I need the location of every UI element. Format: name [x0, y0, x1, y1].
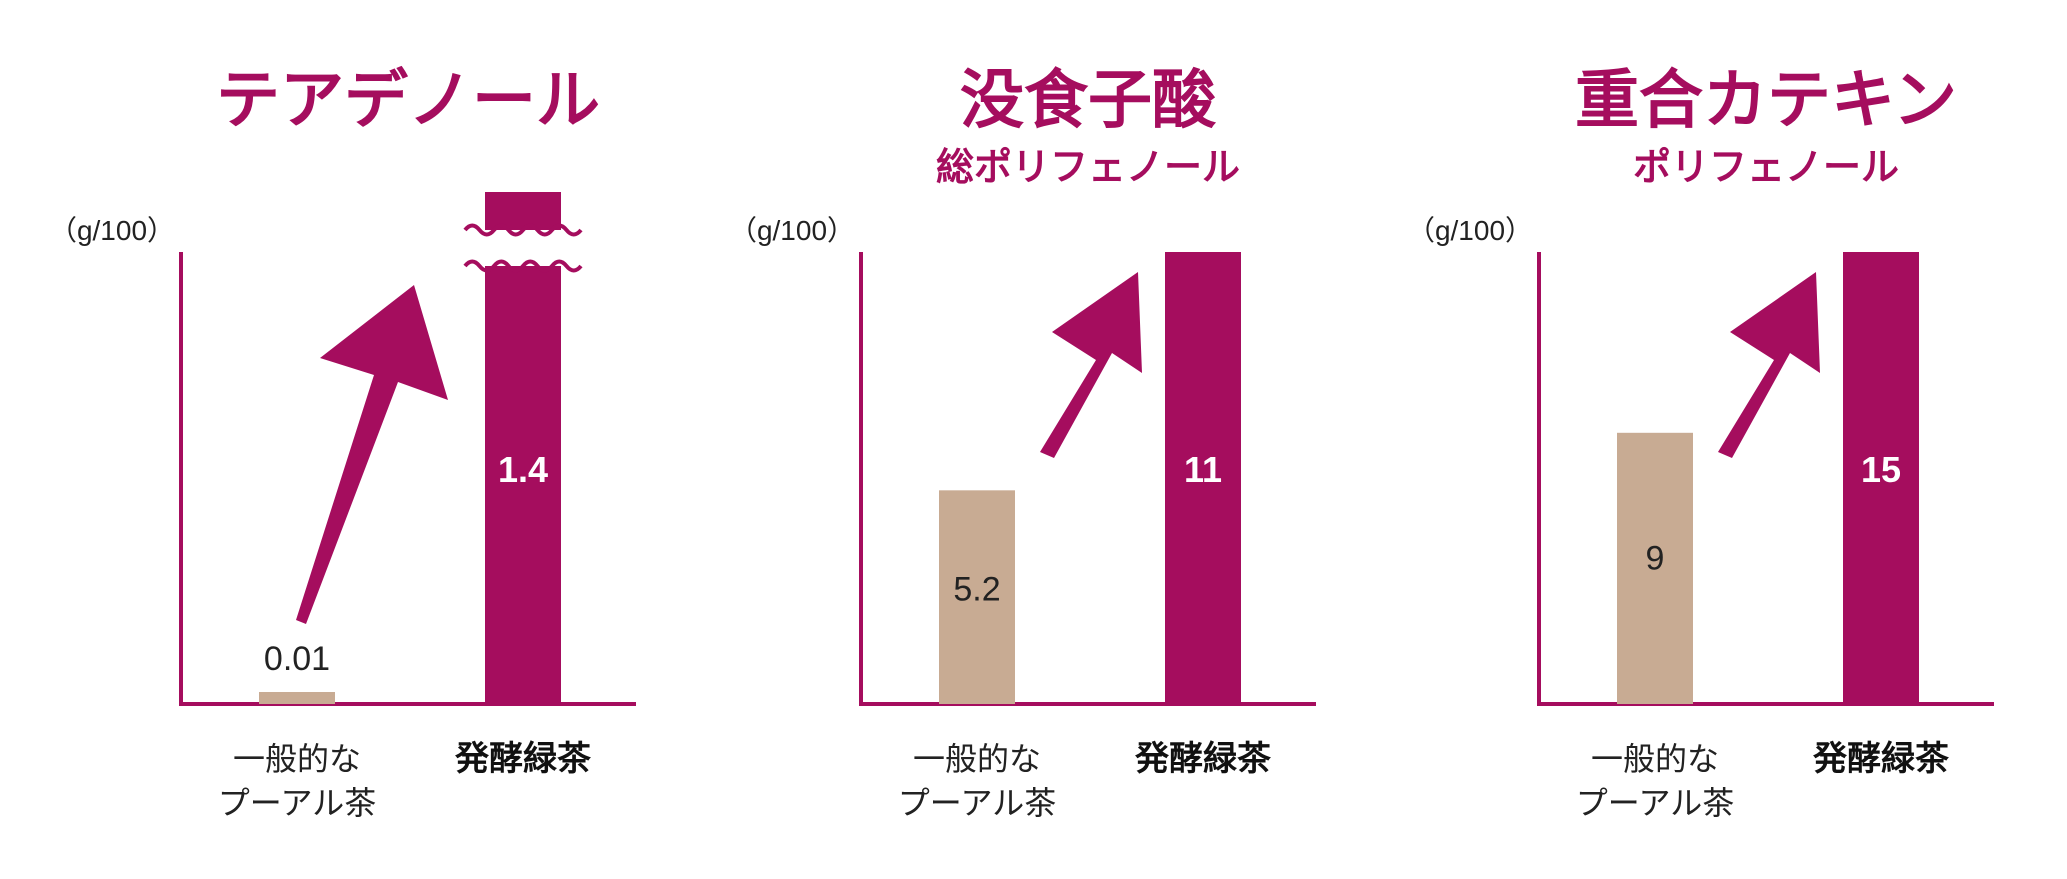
x-category-label-general: プーアル茶 [898, 784, 1056, 822]
x-category-label-general: 一般的な [1591, 740, 1719, 778]
value-label-general: 0.01 [264, 640, 330, 678]
y-axis-unit-label: （g/100） [1407, 215, 1533, 246]
value-label-fermented: 11 [1184, 449, 1222, 490]
axis-break-wave-top [463, 223, 583, 237]
x-category-label-general: 一般的な [913, 740, 1041, 778]
y-axis-unit-label: （g/100） [49, 215, 175, 246]
x-category-label-general: プーアル茶 [1576, 784, 1734, 822]
value-label-fermented: 1.4 [498, 449, 548, 490]
x-category-label-general: 一般的な [233, 740, 361, 778]
x-category-label-fermented: 発酵緑茶 [1813, 739, 1950, 779]
bar-general-pu-erh [939, 490, 1015, 704]
chart-title: 重合カテキン [1575, 64, 1957, 138]
chart-title: テアデノール [216, 64, 600, 138]
chart-title: 没食子酸 [960, 64, 1217, 138]
bar-general-pu-erh [259, 692, 335, 704]
x-category-label-fermented: 発酵緑茶 [1135, 739, 1272, 779]
y-axis-unit-label: （g/100） [729, 215, 855, 246]
bar-fermented-green-tea [1843, 252, 1919, 704]
value-label-fermented: 15 [1861, 449, 1901, 490]
increase-arrow [1040, 272, 1142, 458]
bar-fermented-green-tea [1165, 252, 1241, 704]
increase-arrow [1718, 272, 1820, 458]
x-category-label-general: プーアル茶 [218, 784, 376, 822]
x-category-label-fermented: 発酵緑茶 [455, 739, 592, 779]
value-label-general: 5.2 [953, 571, 1000, 609]
bar-fermented-green-tea [485, 192, 561, 704]
bar-general-pu-erh [1617, 432, 1693, 704]
increase-arrow [296, 285, 448, 624]
axis-break-gap [465, 230, 581, 266]
chart-subtitle: ポリフェノール [1633, 145, 1899, 189]
axis-break-wave-bottom [463, 259, 583, 273]
chart-subtitle: 総ポリフェノール [936, 145, 1240, 189]
value-label-general: 9 [1646, 540, 1665, 578]
